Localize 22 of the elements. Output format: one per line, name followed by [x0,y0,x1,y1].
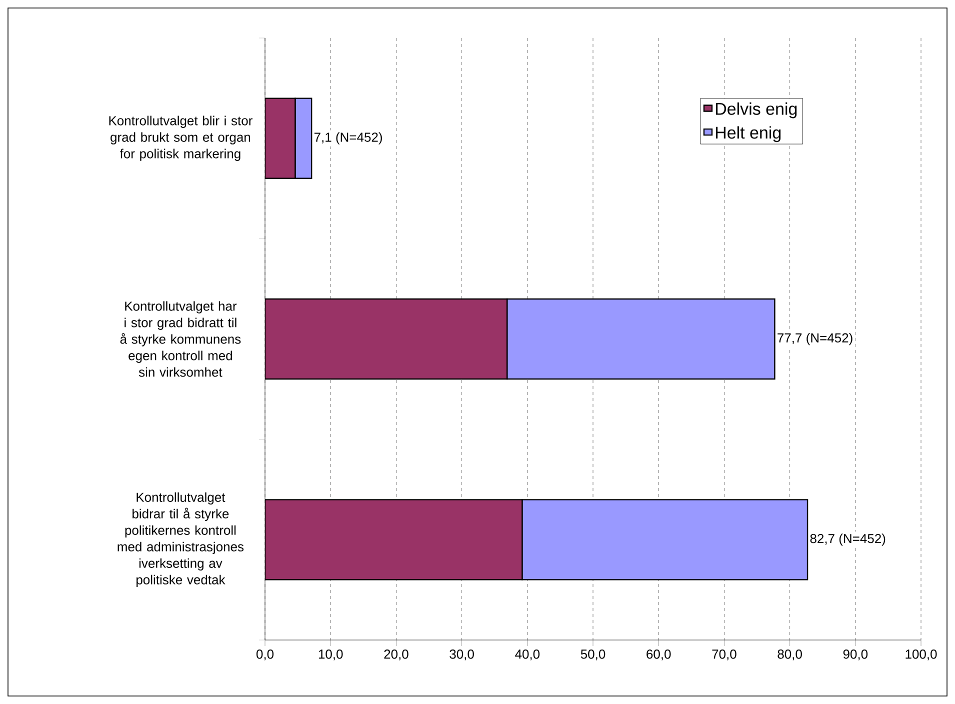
x-tick-label: 100,0 [906,650,937,660]
x-tick-label: 20,0 [384,650,408,660]
x-tick-label: 70,0 [712,650,736,660]
legend-label: Helt enig [716,126,781,142]
total-label: 7,1 (N=452) [314,132,382,144]
bar [265,298,508,380]
total-label: 82,7 (N=452) [810,534,886,546]
bar [265,499,523,580]
x-tick-label: 50,0 [580,650,606,660]
y-tick-label: Kontrollutvalget har i stor grad bidratt til å styrke kommunens egen kontroll med sin virksomhet [120,301,241,377]
bar [265,98,296,179]
total-label: 77,7 (N=452) [778,332,852,346]
y-tick-label: Kontrollutvalget bidrar til å styrke politikernes kontroll med administrasjones iverksetting av politiske vedtak [118,492,244,587]
x-tick-label: 60,0 [646,650,671,660]
x-tick-label: 80,0 [778,650,802,660]
x-tick-label: 90,0 [843,650,868,660]
y-tick-label: Kontrollutvalget blir i stor grad brukt som et organ for politisk markering [109,116,252,161]
x-tick-label: 0,0 [256,650,274,660]
x-tick-label: 40,0 [515,650,540,660]
legend-label: Delvis enig [716,102,797,118]
x-tick-label: 10,0 [318,650,343,660]
x-tick-label: 30,0 [450,650,474,660]
